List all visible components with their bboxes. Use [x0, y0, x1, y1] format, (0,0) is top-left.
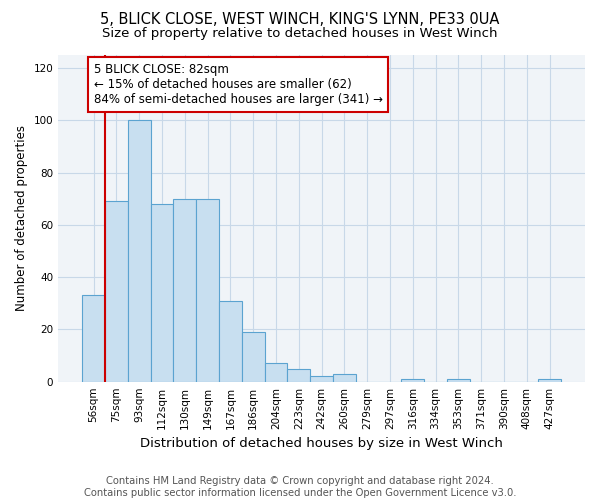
- Bar: [82, 296, 105, 382]
- Bar: [333, 374, 356, 382]
- Bar: [105, 202, 128, 382]
- Bar: [219, 300, 242, 382]
- Bar: [151, 204, 173, 382]
- Text: 5, BLICK CLOSE, WEST WINCH, KING'S LYNN, PE33 0UA: 5, BLICK CLOSE, WEST WINCH, KING'S LYNN,…: [100, 12, 500, 28]
- Bar: [196, 198, 219, 382]
- Bar: [401, 379, 424, 382]
- Text: 5 BLICK CLOSE: 82sqm
← 15% of detached houses are smaller (62)
84% of semi-detac: 5 BLICK CLOSE: 82sqm ← 15% of detached h…: [94, 63, 383, 106]
- Bar: [242, 332, 265, 382]
- Text: Size of property relative to detached houses in West Winch: Size of property relative to detached ho…: [102, 28, 498, 40]
- Y-axis label: Number of detached properties: Number of detached properties: [15, 126, 28, 312]
- Bar: [173, 198, 196, 382]
- Bar: [265, 364, 287, 382]
- X-axis label: Distribution of detached houses by size in West Winch: Distribution of detached houses by size …: [140, 437, 503, 450]
- Text: Contains HM Land Registry data © Crown copyright and database right 2024.
Contai: Contains HM Land Registry data © Crown c…: [84, 476, 516, 498]
- Bar: [287, 368, 310, 382]
- Bar: [538, 379, 561, 382]
- Bar: [447, 379, 470, 382]
- Bar: [310, 376, 333, 382]
- Bar: [128, 120, 151, 382]
